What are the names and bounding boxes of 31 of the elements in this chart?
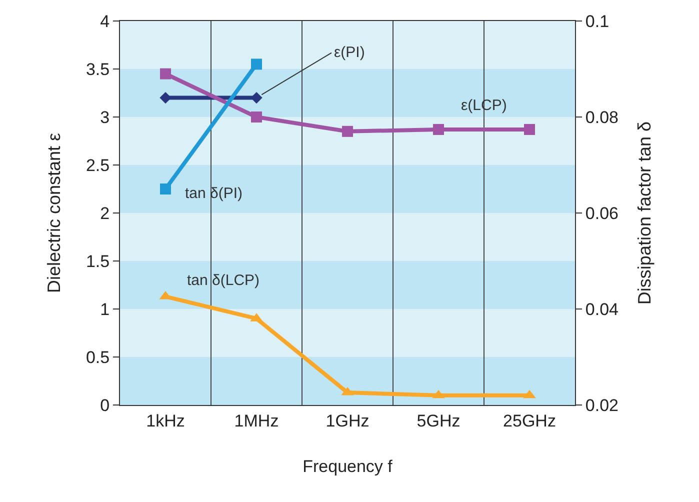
y2-tick-label: 0.02 <box>585 396 618 415</box>
y2-tick-label: 0.04 <box>585 300 618 319</box>
x-tick-label: 1kHz <box>146 411 185 430</box>
x-tick-label: 25GHz <box>503 411 556 430</box>
point <box>251 112 262 122</box>
y2-tick-label: 0.06 <box>585 204 618 223</box>
point <box>251 58 262 70</box>
x-tick-label: 1MHz <box>234 411 279 430</box>
point <box>160 184 171 194</box>
point <box>524 124 535 135</box>
point <box>433 124 444 135</box>
y2-axis-title: Dissipation factor tan δ <box>634 121 655 305</box>
y-tick-label: 1 <box>100 300 110 319</box>
point <box>160 68 171 80</box>
text: ε(PI) <box>334 44 365 61</box>
x-tick-label: 1GHz <box>326 411 370 430</box>
y-tick-label: 3 <box>100 108 110 127</box>
x-tick-label: 5GHz <box>416 411 460 430</box>
y-tick-label: 4 <box>100 12 110 31</box>
y-tick-label: 2.5 <box>86 156 110 175</box>
y-tick-label: 0 <box>100 396 110 415</box>
y-axis-title: Dielectric constant ε <box>44 132 64 294</box>
y2-tick-label: 0.08 <box>585 108 618 127</box>
y-tick-label: 1.5 <box>86 252 110 271</box>
y-tick-label: 2 <box>100 204 110 223</box>
point <box>342 126 353 137</box>
y2-tick-label: 0.1 <box>585 12 610 31</box>
y-tick-label: 0.5 <box>86 348 110 367</box>
y-tick-label: 3.5 <box>86 60 110 79</box>
x-axis-title: Frequency f <box>302 456 393 476</box>
series-label: tan δ(LCP) <box>187 272 260 289</box>
